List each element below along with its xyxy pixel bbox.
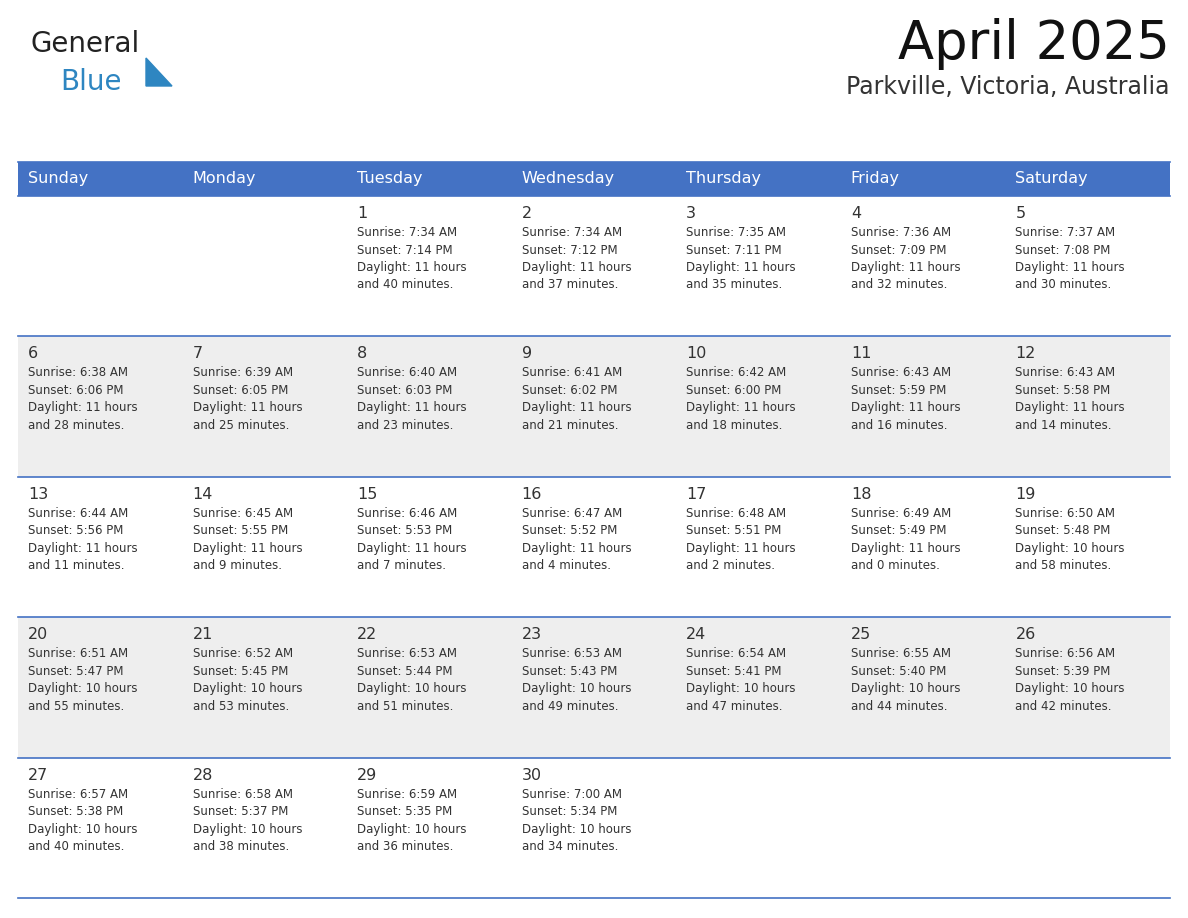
Text: Sunrise: 6:41 AM
Sunset: 6:02 PM
Daylight: 11 hours
and 21 minutes.: Sunrise: 6:41 AM Sunset: 6:02 PM Dayligh… <box>522 366 631 431</box>
Text: 5: 5 <box>1016 206 1025 221</box>
Text: 4: 4 <box>851 206 861 221</box>
Bar <box>18 617 1170 757</box>
Text: 22: 22 <box>358 627 378 643</box>
Text: Sunrise: 6:58 AM
Sunset: 5:37 PM
Daylight: 10 hours
and 38 minutes.: Sunrise: 6:58 AM Sunset: 5:37 PM Dayligh… <box>192 788 302 853</box>
Text: Sunrise: 7:35 AM
Sunset: 7:11 PM
Daylight: 11 hours
and 35 minutes.: Sunrise: 7:35 AM Sunset: 7:11 PM Dayligh… <box>687 226 796 292</box>
Text: Sunrise: 6:46 AM
Sunset: 5:53 PM
Daylight: 11 hours
and 7 minutes.: Sunrise: 6:46 AM Sunset: 5:53 PM Dayligh… <box>358 507 467 572</box>
Text: 3: 3 <box>687 206 696 221</box>
Text: Sunrise: 6:44 AM
Sunset: 5:56 PM
Daylight: 11 hours
and 11 minutes.: Sunrise: 6:44 AM Sunset: 5:56 PM Dayligh… <box>29 507 138 572</box>
Text: Sunrise: 6:38 AM
Sunset: 6:06 PM
Daylight: 11 hours
and 28 minutes.: Sunrise: 6:38 AM Sunset: 6:06 PM Dayligh… <box>29 366 138 431</box>
Text: 11: 11 <box>851 346 871 362</box>
Text: Sunrise: 7:00 AM
Sunset: 5:34 PM
Daylight: 10 hours
and 34 minutes.: Sunrise: 7:00 AM Sunset: 5:34 PM Dayligh… <box>522 788 631 853</box>
Text: Sunrise: 6:53 AM
Sunset: 5:44 PM
Daylight: 10 hours
and 51 minutes.: Sunrise: 6:53 AM Sunset: 5:44 PM Dayligh… <box>358 647 467 712</box>
Text: Sunrise: 7:34 AM
Sunset: 7:12 PM
Daylight: 11 hours
and 37 minutes.: Sunrise: 7:34 AM Sunset: 7:12 PM Dayligh… <box>522 226 631 292</box>
Text: Sunrise: 6:56 AM
Sunset: 5:39 PM
Daylight: 10 hours
and 42 minutes.: Sunrise: 6:56 AM Sunset: 5:39 PM Dayligh… <box>1016 647 1125 712</box>
Text: 21: 21 <box>192 627 213 643</box>
Text: 23: 23 <box>522 627 542 643</box>
Bar <box>18 336 1170 476</box>
Text: 29: 29 <box>358 767 378 783</box>
Text: Sunrise: 6:40 AM
Sunset: 6:03 PM
Daylight: 11 hours
and 23 minutes.: Sunrise: 6:40 AM Sunset: 6:03 PM Dayligh… <box>358 366 467 431</box>
Text: Saturday: Saturday <box>1016 172 1088 186</box>
Bar <box>18 196 1170 336</box>
Text: Parkville, Victoria, Australia: Parkville, Victoria, Australia <box>847 75 1170 99</box>
Text: Monday: Monday <box>192 172 257 186</box>
Text: Wednesday: Wednesday <box>522 172 615 186</box>
Text: 27: 27 <box>29 767 49 783</box>
Text: 7: 7 <box>192 346 203 362</box>
Text: Sunrise: 6:42 AM
Sunset: 6:00 PM
Daylight: 11 hours
and 18 minutes.: Sunrise: 6:42 AM Sunset: 6:00 PM Dayligh… <box>687 366 796 431</box>
Text: 12: 12 <box>1016 346 1036 362</box>
Text: 16: 16 <box>522 487 542 502</box>
Text: Sunrise: 6:54 AM
Sunset: 5:41 PM
Daylight: 10 hours
and 47 minutes.: Sunrise: 6:54 AM Sunset: 5:41 PM Dayligh… <box>687 647 796 712</box>
Text: General: General <box>30 30 139 58</box>
Text: Sunrise: 6:43 AM
Sunset: 5:58 PM
Daylight: 11 hours
and 14 minutes.: Sunrise: 6:43 AM Sunset: 5:58 PM Dayligh… <box>1016 366 1125 431</box>
Bar <box>18 476 1170 617</box>
Text: Sunrise: 6:59 AM
Sunset: 5:35 PM
Daylight: 10 hours
and 36 minutes.: Sunrise: 6:59 AM Sunset: 5:35 PM Dayligh… <box>358 788 467 853</box>
Text: 15: 15 <box>358 487 378 502</box>
Text: 19: 19 <box>1016 487 1036 502</box>
Text: 24: 24 <box>687 627 707 643</box>
Text: 14: 14 <box>192 487 213 502</box>
Bar <box>18 162 1170 196</box>
Text: Thursday: Thursday <box>687 172 762 186</box>
Text: Blue: Blue <box>61 68 121 96</box>
Text: Sunday: Sunday <box>29 172 88 186</box>
Text: Sunrise: 6:45 AM
Sunset: 5:55 PM
Daylight: 11 hours
and 9 minutes.: Sunrise: 6:45 AM Sunset: 5:55 PM Dayligh… <box>192 507 302 572</box>
Text: 13: 13 <box>29 487 49 502</box>
Text: Sunrise: 6:51 AM
Sunset: 5:47 PM
Daylight: 10 hours
and 55 minutes.: Sunrise: 6:51 AM Sunset: 5:47 PM Dayligh… <box>29 647 138 712</box>
Text: Sunrise: 6:52 AM
Sunset: 5:45 PM
Daylight: 10 hours
and 53 minutes.: Sunrise: 6:52 AM Sunset: 5:45 PM Dayligh… <box>192 647 302 712</box>
Text: Sunrise: 6:43 AM
Sunset: 5:59 PM
Daylight: 11 hours
and 16 minutes.: Sunrise: 6:43 AM Sunset: 5:59 PM Dayligh… <box>851 366 960 431</box>
Text: Sunrise: 6:50 AM
Sunset: 5:48 PM
Daylight: 10 hours
and 58 minutes.: Sunrise: 6:50 AM Sunset: 5:48 PM Dayligh… <box>1016 507 1125 572</box>
Text: 6: 6 <box>29 346 38 362</box>
Text: Sunrise: 7:37 AM
Sunset: 7:08 PM
Daylight: 11 hours
and 30 minutes.: Sunrise: 7:37 AM Sunset: 7:08 PM Dayligh… <box>1016 226 1125 292</box>
Text: 28: 28 <box>192 767 213 783</box>
Bar <box>18 757 1170 898</box>
Text: 10: 10 <box>687 346 707 362</box>
Text: 26: 26 <box>1016 627 1036 643</box>
Text: 9: 9 <box>522 346 532 362</box>
Text: 17: 17 <box>687 487 707 502</box>
Text: Friday: Friday <box>851 172 899 186</box>
Text: Sunrise: 6:57 AM
Sunset: 5:38 PM
Daylight: 10 hours
and 40 minutes.: Sunrise: 6:57 AM Sunset: 5:38 PM Dayligh… <box>29 788 138 853</box>
Text: 2: 2 <box>522 206 532 221</box>
Text: 18: 18 <box>851 487 871 502</box>
Text: 25: 25 <box>851 627 871 643</box>
Text: April 2025: April 2025 <box>898 18 1170 70</box>
Text: Sunrise: 6:53 AM
Sunset: 5:43 PM
Daylight: 10 hours
and 49 minutes.: Sunrise: 6:53 AM Sunset: 5:43 PM Dayligh… <box>522 647 631 712</box>
Text: Sunrise: 6:39 AM
Sunset: 6:05 PM
Daylight: 11 hours
and 25 minutes.: Sunrise: 6:39 AM Sunset: 6:05 PM Dayligh… <box>192 366 302 431</box>
Polygon shape <box>146 58 172 86</box>
Text: 8: 8 <box>358 346 367 362</box>
Text: Sunrise: 7:34 AM
Sunset: 7:14 PM
Daylight: 11 hours
and 40 minutes.: Sunrise: 7:34 AM Sunset: 7:14 PM Dayligh… <box>358 226 467 292</box>
Text: 1: 1 <box>358 206 367 221</box>
Text: Sunrise: 6:47 AM
Sunset: 5:52 PM
Daylight: 11 hours
and 4 minutes.: Sunrise: 6:47 AM Sunset: 5:52 PM Dayligh… <box>522 507 631 572</box>
Text: 30: 30 <box>522 767 542 783</box>
Text: Sunrise: 6:55 AM
Sunset: 5:40 PM
Daylight: 10 hours
and 44 minutes.: Sunrise: 6:55 AM Sunset: 5:40 PM Dayligh… <box>851 647 960 712</box>
Text: Sunrise: 7:36 AM
Sunset: 7:09 PM
Daylight: 11 hours
and 32 minutes.: Sunrise: 7:36 AM Sunset: 7:09 PM Dayligh… <box>851 226 960 292</box>
Text: 20: 20 <box>29 627 49 643</box>
Text: Sunrise: 6:49 AM
Sunset: 5:49 PM
Daylight: 11 hours
and 0 minutes.: Sunrise: 6:49 AM Sunset: 5:49 PM Dayligh… <box>851 507 960 572</box>
Text: Tuesday: Tuesday <box>358 172 423 186</box>
Text: Sunrise: 6:48 AM
Sunset: 5:51 PM
Daylight: 11 hours
and 2 minutes.: Sunrise: 6:48 AM Sunset: 5:51 PM Dayligh… <box>687 507 796 572</box>
